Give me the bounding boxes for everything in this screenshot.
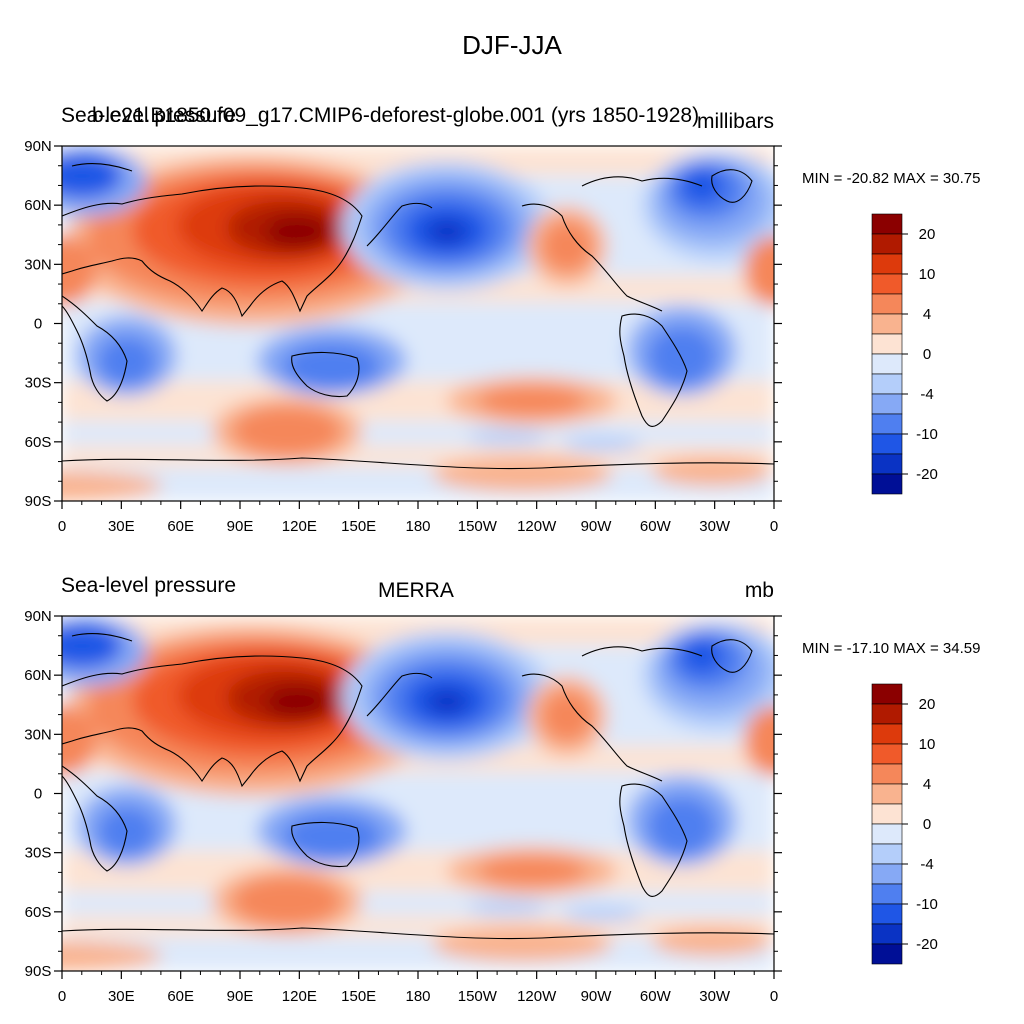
- panel1-colorbar: 20 10 4 0 -4 -10 -20: [871, 213, 938, 495]
- panel1-colorbar-swatch: [871, 353, 903, 375]
- panel2-lon-label: 150E: [341, 988, 376, 1005]
- panel1-lon-label: 150W: [458, 518, 498, 535]
- figure-title: DJF-JJA: [462, 30, 562, 60]
- panel2-colorbar-swatch: [871, 943, 903, 965]
- panel2-colorbar-label: 0: [923, 816, 931, 833]
- panel1-colorbar-swatch: [871, 273, 903, 295]
- panel1-colorbar-label: 10: [919, 266, 936, 283]
- panel1-lon-label: 180: [405, 518, 430, 535]
- panel1-lon-label: 60W: [640, 518, 672, 535]
- panel1-colorbar-swatch: [871, 413, 903, 435]
- panel2-colorbar-swatch: [871, 703, 903, 725]
- panel1-lon-label: 90W: [581, 518, 613, 535]
- panel2-colorbar-swatch: [871, 863, 903, 885]
- panel1-colorbar-swatch: [871, 213, 903, 235]
- panel2-lon-label: 150W: [458, 988, 498, 1005]
- panel2-units-label: mb: [744, 579, 774, 602]
- panel2-minmax: MIN = -17.10 MAX = 34.59: [802, 640, 981, 657]
- panel2-lon-label: 30E: [108, 988, 135, 1005]
- panel2-colorbar-swatch: [871, 783, 903, 805]
- panel1-colorbar-swatch: [871, 253, 903, 275]
- panel2-lon-label: 60W: [640, 988, 672, 1005]
- panel1-colorbar-label: 4: [923, 306, 931, 323]
- panel1-colorbar-swatch: [871, 293, 903, 315]
- panel2-colorbar-swatch: [871, 803, 903, 825]
- panel1-lon-label: 0: [770, 518, 778, 535]
- panel1-colorbar-swatch: [871, 313, 903, 335]
- panel1-lon-label: 60E: [167, 518, 194, 535]
- panel1-lon-label: 90E: [227, 518, 254, 535]
- panel2-colorbar-swatch: [871, 883, 903, 905]
- panel2-colorbar-swatch: [871, 763, 903, 785]
- panel1-variable-label: Sea-level pressure: [61, 104, 237, 127]
- panel2-lat-label: 90N: [24, 608, 52, 625]
- panel2-colorbar-label: 4: [923, 776, 931, 793]
- panel1-colorbar-swatch: [871, 473, 903, 495]
- panel2-lon-label: 180: [405, 988, 430, 1005]
- panel1-colorbar-label: 0: [923, 346, 931, 363]
- panel1-lon-label: 30E: [108, 518, 135, 535]
- panel2-colorbar-label: -10: [916, 896, 938, 913]
- panel1-case-label: b.e21.B1850.f09_g17.CMIP6-deforest-globe…: [92, 104, 700, 127]
- panel2-lat-label: 60N: [24, 667, 52, 684]
- panel2-colorbar-swatch: [871, 823, 903, 845]
- panel2-source-label: MERRA: [378, 579, 454, 602]
- panel2-colorbar-swatch: [871, 723, 903, 745]
- panel1-axis-ticks: 90N 60N 30N 0 30S 60S 90S 0 30E 60E 90E 120E 150E 180…: [24, 138, 782, 535]
- panel1-colorbar-swatch: [871, 453, 903, 475]
- panel2-variable-label: Sea-level pressure: [61, 574, 237, 597]
- panel1-colorbar-swatch: [871, 233, 903, 255]
- panel2-lat-label: 30S: [25, 845, 52, 862]
- panel2-lon-label: 60E: [167, 988, 194, 1005]
- panel2-colorbar-swatch: [871, 683, 903, 705]
- panel1-colorbar-swatch: [871, 433, 903, 455]
- panel1-lon-label: 30W: [699, 518, 731, 535]
- panel1-colorbar-label: -10: [916, 426, 938, 443]
- panel2-lat-label: 0: [34, 786, 42, 803]
- panel1-units-label: millibars: [696, 110, 774, 133]
- panel2-lon-label: 90W: [581, 988, 613, 1005]
- panel2-colorbar-label: 10: [919, 736, 936, 753]
- panel1-lat-label: 30S: [25, 375, 52, 392]
- panel2-lon-label: 120E: [282, 988, 317, 1005]
- panel2-colorbar-label: -4: [920, 856, 933, 873]
- panel1-colorbar-label: 20: [919, 226, 936, 243]
- panel2-lat-label: 60S: [25, 904, 52, 921]
- panel2-lat-label: 90S: [25, 963, 52, 980]
- panel1-colorbar-swatch: [871, 393, 903, 415]
- panel1-lon-label: 120E: [282, 518, 317, 535]
- panel1-colorbar-swatch: [871, 333, 903, 355]
- panel2-colorbar-label: 20: [919, 696, 936, 713]
- panel1-minmax: MIN = -20.82 MAX = 30.75: [802, 170, 981, 187]
- panel1-lon-label: 120W: [517, 518, 557, 535]
- panel2-lon-label: 120W: [517, 988, 557, 1005]
- panel2-map: 90N 60N 30N 0 30S 60S 90S 0 30E 60E 90E 120E 150E 180…: [24, 608, 782, 1005]
- panel1-lat-label: 60N: [24, 197, 52, 214]
- panel1-lat-label: 90S: [25, 493, 52, 510]
- panel2-colorbar-swatch: [871, 903, 903, 925]
- panel2-lon-label: 90E: [227, 988, 254, 1005]
- panel1-colorbar-label: -4: [920, 386, 933, 403]
- panel1-map: 90N 60N 30N 0 30S 60S 90S 0 30E 60E 90E 120E 150E 180…: [24, 138, 782, 535]
- panel2-lat-label: 30N: [24, 726, 52, 743]
- panel1-lat-label: 30N: [24, 256, 52, 273]
- panel1-lat-label: 0: [34, 316, 42, 333]
- panel2-lon-label: 0: [58, 988, 66, 1005]
- panel1-colorbar-swatch: [871, 373, 903, 395]
- panel1-lat-label: 60S: [25, 434, 52, 451]
- panel2-lon-label: 0: [770, 988, 778, 1005]
- panel2-colorbar: 20 10 4 0 -4 -10 -20: [871, 683, 938, 965]
- panel2-colorbar-swatch: [871, 843, 903, 865]
- panel2-axis-ticks: 90N 60N 30N 0 30S 60S 90S 0 30E 60E 90E 120E 150E 180…: [24, 608, 782, 1005]
- panel2-colorbar-swatch: [871, 923, 903, 945]
- panel2-colorbar-label: -20: [916, 936, 938, 953]
- panel1-lat-label: 90N: [24, 138, 52, 155]
- panel1-lon-label: 0: [58, 518, 66, 535]
- panel1-lon-label: 150E: [341, 518, 376, 535]
- panel1-colorbar-label: -20: [916, 466, 938, 483]
- panel2-colorbar-swatch: [871, 743, 903, 765]
- panel2-lon-label: 30W: [699, 988, 731, 1005]
